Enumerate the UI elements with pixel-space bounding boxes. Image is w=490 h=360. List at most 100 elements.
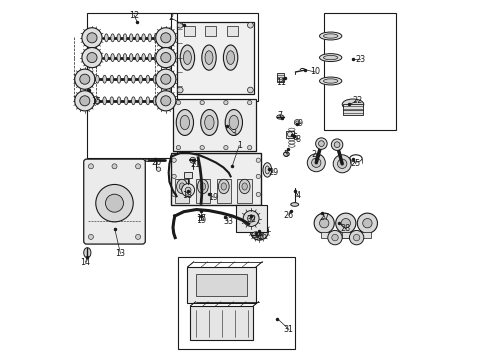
Text: 25: 25 [351,159,361,168]
Circle shape [161,96,171,106]
Bar [176,22,254,94]
Text: 8: 8 [296,135,301,144]
Ellipse shape [200,183,206,190]
FancyBboxPatch shape [84,159,145,244]
Circle shape [161,74,171,84]
Circle shape [200,145,204,150]
Circle shape [256,192,261,197]
Circle shape [316,138,327,149]
Circle shape [353,234,360,241]
Ellipse shape [117,34,121,42]
Ellipse shape [223,45,238,70]
Text: 26: 26 [284,211,294,220]
Ellipse shape [176,179,187,194]
Circle shape [224,145,228,150]
Circle shape [156,69,176,89]
Text: 17: 17 [196,214,206,223]
Ellipse shape [146,75,149,83]
Bar [236,205,267,232]
Circle shape [247,87,253,93]
Circle shape [161,33,171,43]
Bar [173,99,256,151]
Circle shape [82,28,102,48]
Ellipse shape [142,34,146,42]
Circle shape [88,234,94,239]
Text: 19: 19 [196,216,206,225]
Circle shape [256,174,261,179]
Circle shape [331,139,343,150]
Ellipse shape [202,45,216,70]
Bar [87,13,176,158]
Ellipse shape [111,34,114,42]
Ellipse shape [129,54,133,62]
Circle shape [80,74,90,84]
Ellipse shape [117,97,121,105]
Ellipse shape [103,97,106,105]
Ellipse shape [103,75,106,83]
Ellipse shape [148,34,151,42]
Circle shape [341,219,350,228]
Circle shape [247,100,252,105]
Text: 18: 18 [182,191,192,199]
Circle shape [363,219,372,228]
Ellipse shape [84,248,91,258]
Ellipse shape [291,203,298,206]
Circle shape [200,100,204,105]
Circle shape [294,120,300,125]
Ellipse shape [123,34,127,42]
Circle shape [336,213,356,233]
Ellipse shape [117,54,121,62]
Text: 24: 24 [311,150,321,159]
Text: 29: 29 [268,168,278,177]
Bar [343,104,363,115]
Ellipse shape [136,34,139,42]
Ellipse shape [183,51,192,64]
Bar [196,179,210,203]
Text: 3: 3 [232,129,237,138]
Circle shape [177,22,183,28]
Circle shape [250,222,269,240]
Text: 33: 33 [223,216,233,225]
Ellipse shape [142,54,146,62]
Bar [277,73,284,82]
Ellipse shape [148,54,151,62]
Ellipse shape [252,232,260,238]
Bar [324,13,396,130]
Ellipse shape [219,179,229,194]
Ellipse shape [180,115,190,130]
Bar [238,179,252,203]
Ellipse shape [284,152,289,156]
Bar [190,306,253,340]
Text: 1: 1 [237,141,242,150]
Ellipse shape [132,97,135,105]
Bar [184,172,193,178]
Circle shape [243,211,259,226]
Ellipse shape [110,97,114,105]
Text: 21: 21 [191,160,201,168]
Ellipse shape [319,54,342,62]
Bar [205,26,216,36]
Ellipse shape [123,54,127,62]
Ellipse shape [96,97,99,105]
Bar [178,257,295,349]
Circle shape [161,53,171,63]
Circle shape [80,96,90,106]
Ellipse shape [153,75,157,83]
Circle shape [328,230,342,245]
Circle shape [190,157,196,163]
Text: 7: 7 [277,111,282,120]
Circle shape [334,142,340,148]
Bar [320,232,349,238]
Bar [175,179,189,203]
Ellipse shape [323,55,338,60]
Text: 5: 5 [284,150,289,158]
Ellipse shape [180,45,195,70]
Ellipse shape [265,166,270,174]
Text: 23: 23 [355,55,365,64]
Circle shape [172,192,176,197]
Ellipse shape [104,54,108,62]
Circle shape [182,184,195,197]
Ellipse shape [323,79,338,83]
Text: 2: 2 [169,13,174,22]
Ellipse shape [111,54,114,62]
